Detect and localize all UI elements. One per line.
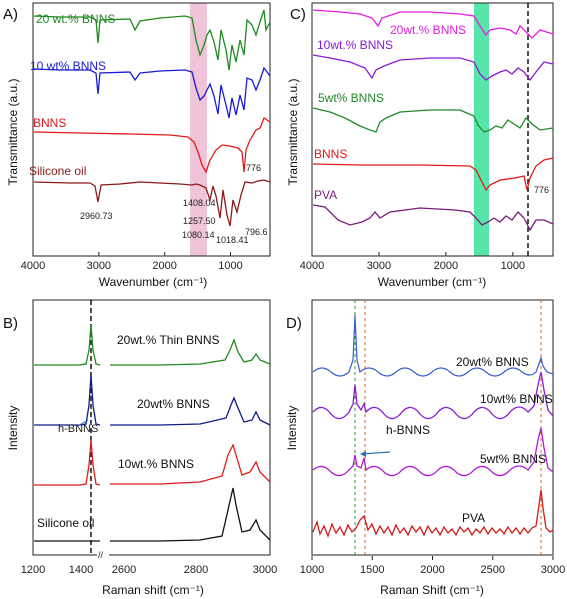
panel-d-label-10wt-bnns: 10wt% BNNS bbox=[480, 392, 553, 406]
panel-d-x-axis-title: Raman Shift (cm⁻¹) bbox=[380, 583, 484, 597]
panel-b-tick-1200: 1200 bbox=[21, 564, 45, 576]
panel-d-plot-frame bbox=[311, 299, 554, 556]
panel-b-tick-2600: 2600 bbox=[112, 564, 136, 576]
panel-c-tick-4000: 4000 bbox=[300, 260, 324, 272]
panel-b-h-bnns-label: h-BNNS bbox=[58, 423, 98, 435]
panel-d-x-ticks: 1000 1500 2000 2500 3000 bbox=[300, 556, 565, 576]
panel-d-label-20wt-bnns: 20wt% BNNS bbox=[456, 355, 529, 369]
panel-c: C) 4000 3000 2000 1000 Wavenumber (cm⁻¹) Tr… bbox=[286, 2, 554, 289]
panel-b-tick-3000: 3000 bbox=[253, 564, 277, 576]
panel-d-h-bnns-arrowhead bbox=[360, 451, 366, 457]
panel-d: D) 1000 1500 2000 2500 3000 Raman Shift (cm⁻… bbox=[285, 299, 565, 597]
panel-b-trace-silicone-oil bbox=[34, 487, 271, 542]
panel-c-x-axis-title: Wavenumber (cm⁻¹) bbox=[378, 275, 487, 289]
panel-c-plot-frame bbox=[311, 2, 554, 257]
panel-a-peak-1080: 1080.14 bbox=[182, 230, 215, 240]
panel-b-label-silicone-oil: Silicone oil bbox=[37, 516, 94, 530]
panel-a-x-ticks: 4000 3000 2000 1000 bbox=[21, 252, 243, 272]
panel-a-peak-796: 796.6 bbox=[245, 227, 268, 237]
panel-a-label-bnns: BNNS bbox=[33, 116, 66, 130]
panel-a-tick-1000: 1000 bbox=[218, 260, 242, 272]
panel-a-peak-1257: 1257.50 bbox=[183, 216, 216, 226]
panel-a-peak-2960: 2960.73 bbox=[80, 211, 113, 221]
panel-d-h-bnns-arrow bbox=[361, 451, 391, 455]
panel-c-label-5wt-bnns: 5wt% BNNS bbox=[318, 91, 384, 105]
panel-b-h-bnns-arrow bbox=[75, 419, 89, 428]
panel-d-trace-20wt-bnns bbox=[312, 314, 554, 377]
panel-d-trace-10wt-bnns bbox=[312, 371, 554, 420]
panel-b-axis-break-gap bbox=[97, 553, 109, 558]
panel-c-letter: C) bbox=[290, 6, 306, 23]
panel-c-trace-bnns bbox=[312, 157, 554, 192]
panel-d-trace-5wt-bnns bbox=[312, 427, 554, 477]
panel-c-label-10wt-bnns: 10wt.% BNNS bbox=[317, 38, 393, 52]
panel-c-peak-776: 776 bbox=[534, 185, 549, 195]
panel-a-peak-1018: 1018.41 bbox=[216, 235, 249, 245]
panel-b-tick-2800: 2800 bbox=[184, 564, 208, 576]
panel-b-trace-20wt-thin-bnns bbox=[34, 324, 271, 366]
panel-b-x-axis-title: Raman shift (cm⁻¹) bbox=[102, 583, 204, 597]
panel-c-trace-5wt-bnns bbox=[312, 107, 554, 133]
panel-a-tick-3000: 3000 bbox=[87, 260, 111, 272]
panel-d-label-pva: PVA bbox=[462, 511, 485, 525]
panel-b-y-axis-title: Intensity bbox=[6, 406, 20, 451]
panel-b-label-10wt-bnns: 10wt.% BNNS bbox=[118, 457, 194, 471]
panel-b-plot-frame bbox=[32, 299, 271, 556]
panel-a-trace-silicone-oil bbox=[33, 179, 271, 227]
panel-d-trace-pva bbox=[312, 489, 554, 538]
panel-c-label-20wt-bnns: 20wt.% BNNS bbox=[390, 23, 466, 37]
panel-a-trace-bnns bbox=[33, 117, 271, 174]
panel-d-y-axis-title: Intensity bbox=[285, 406, 299, 451]
panel-a-tick-4000: 4000 bbox=[21, 260, 45, 272]
panel-d-tick-2000: 2000 bbox=[420, 564, 444, 576]
panel-d-tick-1500: 1500 bbox=[360, 564, 384, 576]
panel-d-h-bnns-label: h-BNNS bbox=[386, 423, 430, 437]
panel-d-tick-3000: 3000 bbox=[541, 564, 565, 576]
panel-c-trace-10wt-bnns bbox=[312, 54, 554, 82]
panel-c-trace-20wt-bnns bbox=[312, 9, 554, 39]
panel-a-x-axis-title: Wavenumber (cm⁻¹) bbox=[99, 275, 208, 289]
panel-c-tick-3000: 3000 bbox=[367, 260, 391, 272]
panel-b-letter: B) bbox=[3, 315, 18, 332]
panel-b-label-20wt-thin-bnns: 20wt.% Thin BNNS bbox=[117, 333, 220, 347]
panel-c-x-ticks: 4000 3000 2000 1000 bbox=[300, 252, 525, 272]
panel-a-trace-10wt-bnns bbox=[33, 66, 271, 119]
panel-a-label-20wt-bnns: 20 wt.% BNNS bbox=[36, 12, 115, 26]
panel-a-tick-2000: 2000 bbox=[152, 260, 176, 272]
panel-d-tick-2500: 2500 bbox=[481, 564, 505, 576]
panel-a-plot-frame bbox=[32, 2, 271, 257]
panel-b-label-20wt-bnns: 20wt% BNNS bbox=[137, 397, 210, 411]
panel-b-trace-10wt-bnns bbox=[34, 439, 271, 486]
panel-c-tick-2000: 2000 bbox=[434, 260, 458, 272]
panel-c-trace-pva bbox=[312, 204, 554, 232]
panel-b-tick-1400: 1400 bbox=[69, 564, 93, 576]
panel-a-highlight-band bbox=[190, 3, 207, 256]
panel-b-break-mark: // bbox=[98, 550, 104, 560]
panel-a-peak-1408: 1408.04 bbox=[183, 198, 216, 208]
panel-a-label-10wt-bnns: 10 wt% BNNS bbox=[30, 59, 106, 73]
panel-c-y-axis-title: Transmittance (a.u.) bbox=[286, 79, 300, 186]
panel-a-label-silicone-oil: Silicone oil bbox=[29, 164, 86, 178]
panel-b: B) // 20wt.% Thin BNNS 20wt% BNNS h-BNNS… bbox=[3, 299, 277, 597]
panel-b-trace-20wt-bnns bbox=[34, 374, 271, 426]
panel-d-letter: D) bbox=[286, 315, 302, 332]
panel-a: A) 4000 3000 2000 1000 Wavenumber (cm⁻¹) Tr… bbox=[3, 2, 271, 289]
panel-a-trace-20wt-bnns bbox=[33, 9, 271, 71]
panel-c-label-pva: PVA bbox=[314, 188, 337, 202]
panel-c-tick-1000: 1000 bbox=[501, 260, 525, 272]
panel-a-peak-776: 776 bbox=[246, 163, 261, 173]
panel-a-letter: A) bbox=[3, 6, 18, 23]
panel-d-tick-1000: 1000 bbox=[300, 564, 324, 576]
panel-d-label-5wt-bnns: 5wt% BNNS bbox=[480, 452, 546, 466]
panel-c-label-bnns: BNNS bbox=[314, 147, 347, 161]
panel-a-y-axis-title: Transmittance (a.u.) bbox=[6, 79, 20, 186]
